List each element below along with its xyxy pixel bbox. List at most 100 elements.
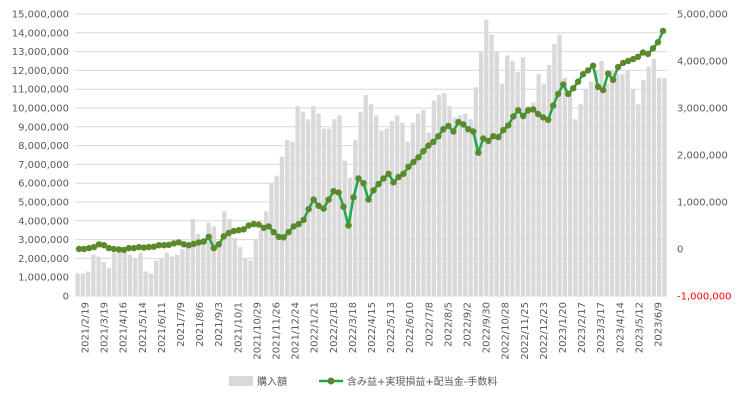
bar — [106, 267, 112, 296]
bar — [112, 252, 117, 296]
x-tick-label: 2021/11/26 — [272, 302, 283, 360]
profit-point — [170, 240, 177, 247]
profit-point — [305, 205, 312, 213]
bar — [227, 218, 232, 296]
bar — [148, 273, 154, 296]
profit-point — [260, 224, 267, 231]
bar — [526, 106, 531, 297]
legend: 購入額 含み益+実現損益+配当金-手数料 — [229, 375, 497, 388]
profit-point — [180, 241, 187, 248]
left-tick-label: 10,000,000 — [12, 104, 69, 115]
profit-point — [510, 113, 517, 120]
bar — [164, 252, 169, 296]
left-tick-label: 11,000,000 — [12, 85, 69, 96]
right-tick-label: 4,000,000 — [677, 57, 728, 68]
left-tick-label: 13,000,000 — [12, 47, 69, 58]
bar — [452, 117, 457, 297]
right-tick-label: 5,000,000 — [677, 10, 728, 21]
profit-point — [550, 102, 557, 109]
profit-point — [335, 189, 342, 196]
legend-line-label: 含み益+実現損益+配当金-手数料 — [347, 375, 497, 388]
bar — [557, 34, 562, 297]
left-tick-label: 2,000,000 — [18, 254, 69, 265]
x-tick-label: 2023/6/9 — [653, 302, 664, 347]
profit-point — [430, 138, 437, 145]
bar — [431, 100, 437, 296]
x-tick-label: 2023/1/20 — [558, 302, 569, 353]
profit-point — [295, 220, 302, 228]
profit-point — [485, 137, 492, 145]
profit-point — [105, 244, 113, 252]
bar — [321, 128, 326, 296]
bar — [154, 260, 159, 296]
bar — [656, 77, 662, 296]
profit-point — [540, 114, 547, 121]
bar — [85, 271, 91, 296]
bar — [143, 271, 148, 296]
right-tick-label: 1,000,000 — [677, 198, 728, 209]
bar — [594, 70, 599, 297]
left-tick-label: 9,000,000 — [18, 122, 69, 133]
bar — [243, 258, 248, 296]
profit-point — [230, 227, 237, 235]
bar — [588, 81, 594, 297]
bar — [478, 51, 484, 296]
bar — [190, 218, 196, 296]
profit-point — [125, 244, 133, 252]
bar — [484, 19, 489, 296]
bar — [520, 57, 526, 296]
profit-point — [614, 63, 622, 71]
profit-point — [505, 122, 512, 129]
bar — [122, 250, 127, 296]
profit-point — [405, 163, 412, 170]
profit-point — [275, 233, 282, 240]
profit-point — [365, 196, 372, 203]
profit-point — [345, 222, 352, 229]
profit-point — [130, 244, 138, 252]
profit-point — [624, 57, 632, 65]
profit-point — [440, 126, 447, 133]
profit-point — [415, 154, 422, 161]
profit-point — [565, 90, 572, 98]
bar — [216, 241, 222, 296]
right-y-axis: -1,000,000 0 1,000,000 2,000,000 3,000,000 4,… — [677, 10, 732, 303]
bar — [138, 252, 143, 296]
x-tick-label: 2023/3/17 — [596, 302, 607, 353]
profit-point — [395, 173, 402, 181]
bar — [625, 70, 630, 297]
bar — [599, 61, 604, 296]
legend-bar-label: 購入額 — [257, 375, 287, 388]
profit-point — [285, 228, 292, 236]
x-tick-label: 2022/10/28 — [501, 302, 512, 360]
profit-point — [85, 244, 93, 252]
profit-point — [205, 233, 212, 240]
bar — [662, 77, 667, 296]
profit-point — [200, 238, 207, 245]
bar — [258, 230, 264, 296]
profit-point — [445, 122, 452, 130]
profit-point — [535, 110, 542, 118]
left-tick-label: 14,000,000 — [12, 28, 69, 39]
profit-point — [530, 106, 537, 113]
left-tick-label: 4,000,000 — [18, 216, 69, 227]
profit-point — [340, 203, 347, 210]
bar — [615, 74, 620, 296]
profit-point — [570, 85, 577, 92]
left-tick-label: 12,000,000 — [12, 66, 69, 77]
profit-point — [579, 71, 587, 78]
bar — [374, 115, 379, 297]
profit-point — [594, 83, 602, 91]
x-tick-label: 2021/10/1 — [233, 302, 244, 353]
bar — [463, 113, 468, 296]
line-series-profit — [75, 27, 667, 254]
x-tick-label: 2021/10/29 — [252, 302, 263, 360]
profit-point — [574, 78, 582, 85]
profit-point — [80, 245, 88, 253]
bar-series-purchase-amount — [75, 19, 667, 297]
bar — [117, 249, 122, 296]
profit-point — [520, 112, 527, 120]
profit-point — [490, 133, 497, 140]
left-tick-label: 6,000,000 — [18, 179, 69, 190]
bar — [180, 249, 185, 296]
